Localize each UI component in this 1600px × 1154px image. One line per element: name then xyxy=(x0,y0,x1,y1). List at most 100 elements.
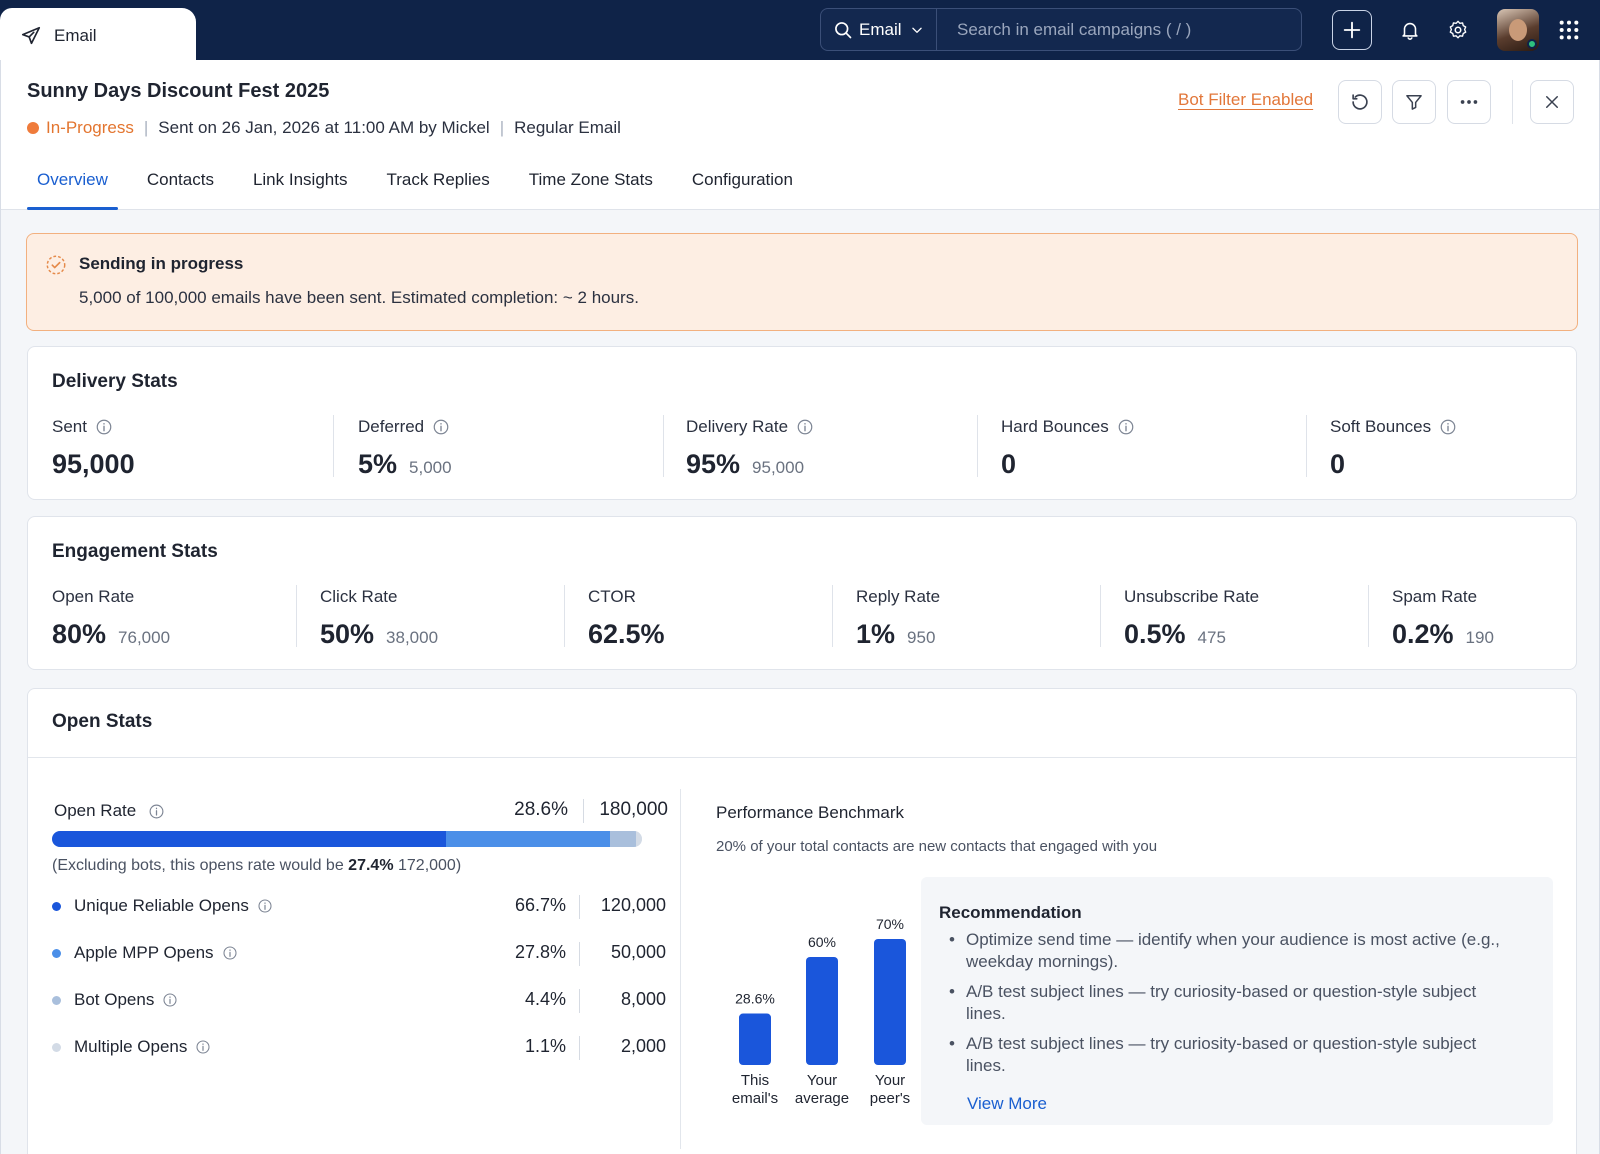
tab-contacts[interactable]: Contacts xyxy=(146,170,214,189)
stat-ctor: CTOR 62.5% xyxy=(588,587,665,650)
info-icon[interactable] xyxy=(222,945,238,961)
stat-subvalue: 95,000 xyxy=(752,458,805,477)
stat-click-rate: Click Rate 50% 38,000 xyxy=(320,587,438,650)
refresh-icon xyxy=(1352,94,1368,110)
close-button[interactable] xyxy=(1530,80,1574,124)
stat-label: Reply Rate xyxy=(856,587,941,606)
legend-bullet xyxy=(52,995,61,1005)
progress-check-icon xyxy=(46,255,66,275)
stat-label: Unsubscribe Rate xyxy=(1124,587,1260,606)
settings-button[interactable] xyxy=(1438,10,1478,50)
legend-apple-mpp-opens: Apple MPP Opens xyxy=(52,943,238,963)
open-stats-title: Open Stats xyxy=(52,711,153,732)
stat-label: Open Rate xyxy=(52,587,135,606)
meta-separator: | xyxy=(143,118,149,137)
info-icon[interactable] xyxy=(1117,418,1135,436)
open-rate-count: 180,000 xyxy=(599,799,668,820)
column-divider xyxy=(977,415,978,477)
breakdown-count: 2,000 xyxy=(620,1036,666,1056)
excluding-suffix: 172,000) xyxy=(393,857,462,874)
status-badge: In-Progress xyxy=(46,118,134,137)
bot-filter-link[interactable]: Bot Filter Enabled xyxy=(1178,90,1314,109)
tab-link-insights[interactable]: Link Insights xyxy=(252,170,348,189)
recommendation-title: Recommendation xyxy=(939,903,1082,922)
breakdown-count: 50,000 xyxy=(610,942,666,962)
tab-time-zone-stats[interactable]: Time Zone Stats xyxy=(528,170,653,189)
info-icon[interactable] xyxy=(195,1039,211,1055)
email-app-tab-label: Email xyxy=(54,25,97,45)
search-input[interactable]: Search in email campaigns ( / ) xyxy=(957,19,1192,39)
info-icon[interactable] xyxy=(796,418,814,436)
email-app-tab[interactable]: Email xyxy=(0,8,196,63)
stat-label: Click Rate xyxy=(320,587,398,606)
online-status-dot xyxy=(1527,39,1537,49)
stat-label: Deferred xyxy=(358,417,425,436)
stat-label: Spam Rate xyxy=(1392,587,1478,606)
stat-value: 1% xyxy=(856,619,896,649)
stat-hard-bounces: Hard Bounces 0 xyxy=(1001,417,1135,480)
more-options-button[interactable] xyxy=(1447,80,1491,124)
breakdown-percent: 1.1% xyxy=(524,1036,566,1056)
stat-value: 5% xyxy=(358,449,398,479)
sent-info: Sent on 26 Jan, 2026 at 11:00 AM by Mick… xyxy=(158,118,490,137)
stat-label: Sent xyxy=(52,417,87,436)
value-divider xyxy=(579,1036,580,1060)
tab-track-replies[interactable]: Track Replies xyxy=(386,170,490,189)
stat-subvalue: 950 xyxy=(907,628,936,647)
create-button[interactable] xyxy=(1332,10,1372,50)
campaign-panel: Sunny Days Discount Fest 2025 In-Progres… xyxy=(0,60,1600,1154)
chart-data-label: 28.6% xyxy=(735,991,775,1007)
column-divider xyxy=(663,415,664,477)
top-bar: Email Email Search in email campaigns ( … xyxy=(0,0,1600,63)
filter-button[interactable] xyxy=(1392,80,1436,124)
tab-configuration[interactable]: Configuration xyxy=(691,170,793,189)
more-horizontal-icon xyxy=(1460,100,1478,104)
alert-text: 5,000 of 100,000 emails have been sent. … xyxy=(79,288,639,307)
column-divider xyxy=(564,585,565,647)
column-divider xyxy=(832,585,833,647)
open-rate-bar-segment xyxy=(609,831,636,847)
view-more-link[interactable]: View More xyxy=(967,1094,1047,1113)
info-icon[interactable] xyxy=(148,803,165,820)
chart-category-label: This xyxy=(741,1072,769,1089)
meta-separator: | xyxy=(499,118,505,137)
stat-label: CTOR xyxy=(588,587,636,606)
info-icon[interactable] xyxy=(257,898,273,914)
sending-progress-alert: Sending in progress 5,000 of 100,000 ema… xyxy=(26,233,1578,331)
recommendation-item: Optimize send time — identify when your … xyxy=(949,929,1519,973)
value-divider xyxy=(583,799,584,823)
stat-value: 50% xyxy=(320,619,375,649)
legend-bullet xyxy=(52,948,61,958)
recommendation-item: A/B test subject lines — try curiosity-b… xyxy=(949,1033,1519,1077)
section-divider xyxy=(28,757,1576,758)
chevron-down-icon xyxy=(911,27,922,33)
excluding-bots-note: (Excluding bots, this opens rate would b… xyxy=(52,857,461,875)
delivery-stats-card: Delivery Stats Sent 95,000 Deferred 5% 5,… xyxy=(27,346,1577,500)
column-divider xyxy=(333,415,334,477)
bell-icon xyxy=(1402,22,1418,40)
filter-icon xyxy=(1406,95,1422,110)
user-avatar[interactable] xyxy=(1497,9,1539,51)
value-divider xyxy=(579,895,580,919)
tab-overview[interactable]: Overview xyxy=(27,160,118,210)
apps-grid-button[interactable] xyxy=(1549,10,1589,50)
chart-category-label: Your xyxy=(875,1072,905,1089)
notifications-button[interactable] xyxy=(1390,10,1430,50)
gear-icon xyxy=(1449,20,1467,39)
benchmark-title: Performance Benchmark xyxy=(716,803,905,822)
info-icon[interactable] xyxy=(1439,418,1457,436)
recommendation-list: Optimize send time — identify when your … xyxy=(949,929,1519,1085)
search-icon xyxy=(835,21,852,38)
open-stats-card: Open Stats Open Rate 28.6% 180,000 (Excl… xyxy=(27,688,1577,1154)
stat-spam-rate: Spam Rate 0.2% 190 xyxy=(1392,587,1494,650)
value-divider xyxy=(579,942,580,966)
delivery-stats-title: Delivery Stats xyxy=(52,371,178,392)
info-icon[interactable] xyxy=(95,418,113,436)
stat-subvalue: 76,000 xyxy=(118,628,171,647)
refresh-button[interactable] xyxy=(1338,80,1382,124)
search-scope-dropdown[interactable]: Email xyxy=(821,9,937,50)
info-icon[interactable] xyxy=(432,418,450,436)
legend-label: Unique Reliable Opens xyxy=(74,896,249,915)
info-icon[interactable] xyxy=(162,992,178,1008)
avatar-face xyxy=(1509,19,1527,41)
